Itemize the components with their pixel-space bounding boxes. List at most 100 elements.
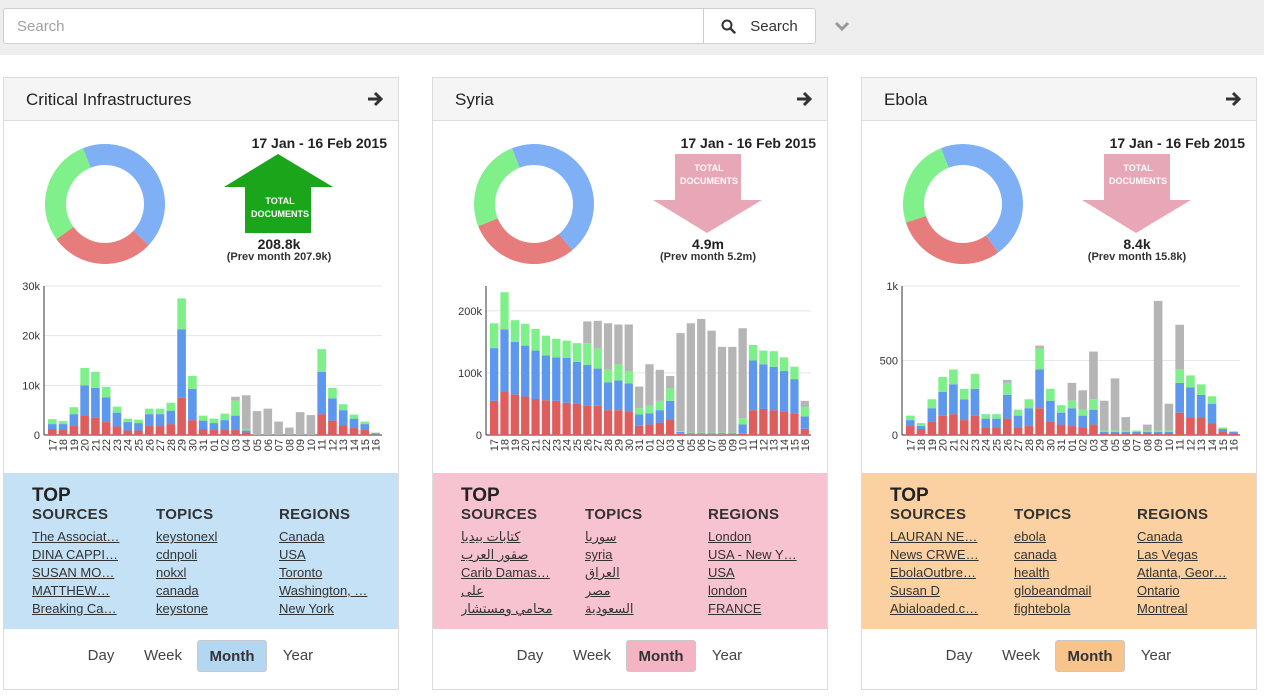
- bar-segment: [970, 388, 980, 416]
- bar-segment: [1110, 432, 1120, 434]
- list-item-link[interactable]: MATTHEW…: [32, 583, 110, 598]
- card-title[interactable]: Critical Infrastructures: [26, 90, 192, 109]
- list-item-link[interactable]: Carib Damas…: [461, 565, 550, 580]
- donut-chart: [474, 144, 594, 264]
- chevron-down-icon[interactable]: [834, 18, 850, 34]
- list-item-link[interactable]: EbolaOutbre…: [890, 565, 976, 580]
- list-item-link[interactable]: صقور العرب: [461, 547, 529, 562]
- list-item-link[interactable]: canada: [156, 583, 199, 598]
- bar-segment: [338, 410, 348, 426]
- list-item-link[interactable]: Atlanta, Geor…: [1137, 565, 1227, 580]
- list-item-link[interactable]: محامي ومستشار: [461, 601, 553, 616]
- search-button[interactable]: Search: [703, 8, 816, 44]
- bar-segment: [285, 427, 294, 435]
- list-item-link[interactable]: Montreal: [1137, 601, 1188, 616]
- list-item-link[interactable]: canada: [1014, 547, 1057, 562]
- bar-segment: [1067, 426, 1077, 435]
- donut-chart: [903, 144, 1023, 264]
- list-item-link[interactable]: Breaking Ca…: [32, 601, 117, 616]
- list-item-link[interactable]: keystonexl: [156, 529, 218, 544]
- list-item-link[interactable]: سوريا: [585, 529, 617, 544]
- card-title[interactable]: Syria: [455, 90, 494, 109]
- list-item-link[interactable]: كتابات بيديا: [461, 529, 521, 544]
- list-item-link[interactable]: USA: [708, 565, 735, 580]
- list-item-link[interactable]: keystone: [156, 601, 209, 616]
- list-item-link[interactable]: News CRWE…: [890, 547, 979, 562]
- period-button-month[interactable]: Month: [1055, 640, 1125, 672]
- bar-segment: [906, 426, 915, 435]
- x-tick-label: 20: [520, 439, 532, 451]
- bar-segment: [686, 432, 696, 434]
- bar-segment: [349, 428, 359, 435]
- list-item-link[interactable]: london: [708, 583, 748, 598]
- list-item-link[interactable]: New York: [279, 601, 334, 616]
- period-button-year[interactable]: Year: [282, 647, 314, 664]
- period-selector: Day Week Month Year: [433, 638, 827, 674]
- list-item-link[interactable]: السعودية: [585, 601, 634, 616]
- x-tick-label: 20: [938, 439, 950, 451]
- card-title[interactable]: Ebola: [884, 90, 928, 109]
- period-button-week[interactable]: Week: [572, 647, 612, 664]
- bar-segment: [916, 426, 926, 430]
- bar-segment: [614, 324, 623, 365]
- list-item-link[interactable]: العراق: [585, 565, 620, 580]
- period-button-day[interactable]: Day: [516, 647, 544, 664]
- arrow-right-icon[interactable]: [1224, 90, 1242, 108]
- period-button-day[interactable]: Day: [945, 647, 973, 664]
- period-button-month[interactable]: Month: [197, 640, 267, 672]
- list-item-link[interactable]: SUSAN MO…: [32, 565, 115, 580]
- bar-segment: [748, 410, 758, 435]
- bar-segment: [500, 292, 509, 330]
- list-item-link[interactable]: nokxl: [156, 565, 187, 580]
- bar-segment: [624, 383, 633, 412]
- list-item-link[interactable]: Abialoaded.c…: [890, 601, 979, 616]
- arrow-right-icon[interactable]: [795, 90, 813, 108]
- list-item-link[interactable]: على: [461, 583, 484, 598]
- list-item-link[interactable]: globeandmail: [1014, 583, 1092, 598]
- list-item-link[interactable]: USA: [279, 547, 306, 562]
- list-item-link[interactable]: FRANCE: [708, 601, 762, 616]
- bar-segment: [707, 432, 716, 434]
- period-button-month[interactable]: Month: [626, 640, 696, 672]
- list-item-link[interactable]: Canada: [1137, 529, 1183, 544]
- list-item-link[interactable]: مصر: [585, 583, 611, 598]
- search-input[interactable]: [3, 8, 704, 44]
- list-item-link[interactable]: ebola: [1014, 529, 1046, 544]
- list-item-link[interactable]: LAURAN NE…: [890, 529, 978, 544]
- list-item-link[interactable]: Las Vegas: [1137, 547, 1198, 562]
- list-item-link[interactable]: USA - New Y…: [708, 547, 797, 562]
- bar-segment: [1067, 408, 1077, 427]
- donut-segment: [474, 148, 520, 227]
- arrow-right-icon[interactable]: [366, 90, 384, 108]
- bar-segment: [603, 323, 613, 370]
- bar-segment: [101, 386, 111, 398]
- bar-segment: [666, 419, 675, 435]
- list-item-link[interactable]: Ontario: [1137, 583, 1180, 598]
- list-item-link[interactable]: cdnpoli: [156, 547, 198, 562]
- list-item-link[interactable]: health: [1014, 565, 1050, 580]
- list-item-link[interactable]: Washington, …: [279, 583, 368, 598]
- period-button-year[interactable]: Year: [711, 647, 743, 664]
- bar-segment: [634, 425, 644, 435]
- x-tick-label: 03: [1088, 439, 1100, 451]
- list-item-link[interactable]: syria: [585, 547, 613, 562]
- list-item-link[interactable]: London: [708, 529, 752, 544]
- list-item-link[interactable]: Toronto: [279, 565, 323, 580]
- bar-segment: [562, 358, 571, 403]
- column-heading: REGIONS: [279, 506, 351, 523]
- donut-chart: [45, 144, 166, 264]
- bar-segment: [759, 364, 768, 409]
- list-item-link[interactable]: DINA CAPPI…: [32, 547, 118, 562]
- list-item-link[interactable]: The Associat…: [32, 529, 120, 544]
- period-button-day[interactable]: Day: [87, 647, 115, 664]
- period-button-week[interactable]: Week: [1001, 647, 1041, 664]
- period-button-week[interactable]: Week: [143, 647, 183, 664]
- period-button-year[interactable]: Year: [1140, 647, 1172, 664]
- list-item-link[interactable]: Canada: [279, 529, 325, 544]
- list-item-link[interactable]: Susan D: [890, 583, 940, 598]
- card-header: Critical Infrastructures: [4, 78, 398, 121]
- list-item-link[interactable]: fightebola: [1014, 601, 1071, 616]
- arrow-shape: [224, 154, 333, 233]
- bar-segment: [1121, 417, 1131, 431]
- bar-segment: [1218, 427, 1228, 430]
